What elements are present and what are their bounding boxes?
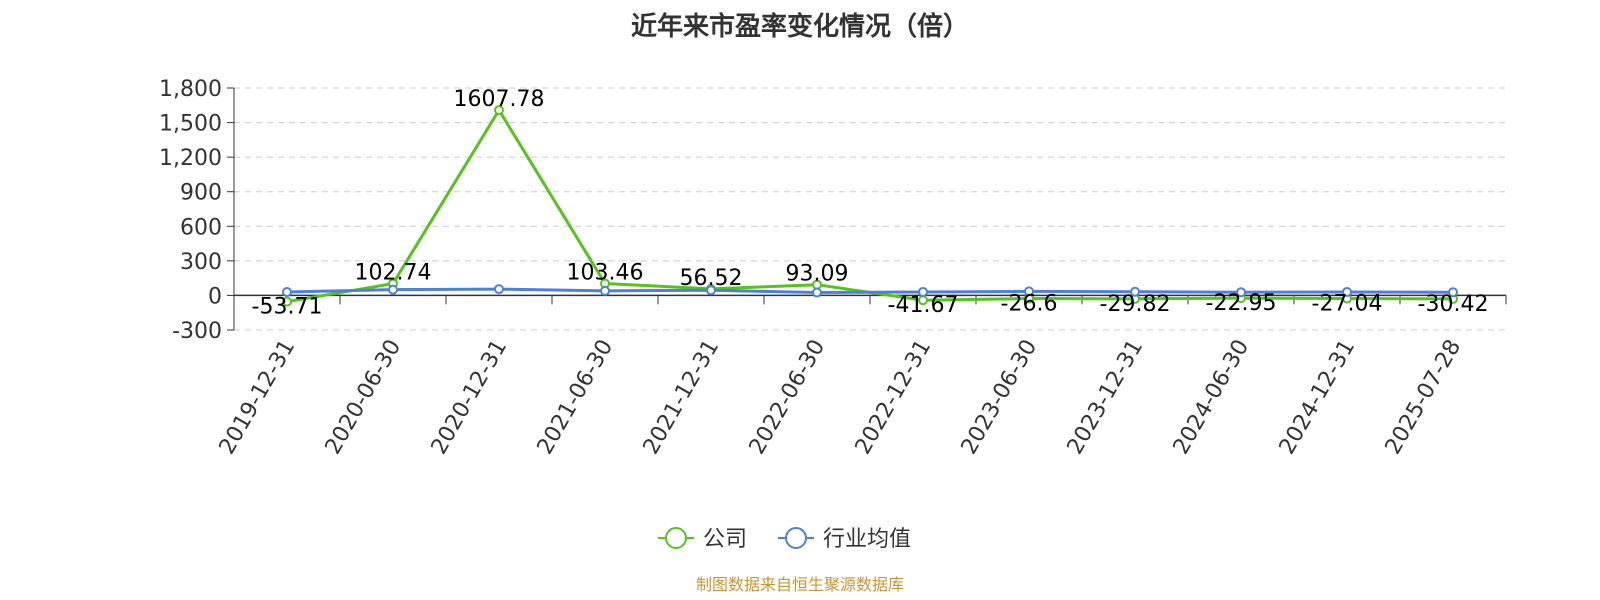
data-point[interactable] <box>494 105 504 116</box>
data-label: -30.42 <box>1418 292 1489 317</box>
data-point[interactable] <box>1130 286 1140 297</box>
series-line-1 <box>286 287 1454 295</box>
data-label: 1607.78 <box>454 87 545 112</box>
data-point[interactable] <box>1448 287 1458 298</box>
x-tick-label: 2023-12-31 <box>1063 336 1149 459</box>
data-point[interactable] <box>812 287 822 298</box>
data-point[interactable] <box>1236 287 1246 298</box>
x-tick-label: 2020-12-31 <box>427 336 513 459</box>
data-label: -27.04 <box>1312 292 1383 317</box>
data-label: -53.71 <box>252 295 323 320</box>
x-tick-label: 2024-12-31 <box>1275 336 1361 459</box>
data-label: -22.95 <box>1206 291 1277 316</box>
y-tick-label: 1,500 <box>159 112 222 137</box>
legend-marker-industry-average <box>785 527 807 549</box>
data-point[interactable] <box>282 296 292 307</box>
y-tick-label: 300 <box>180 250 222 275</box>
y-tick-label: -300 <box>172 319 222 344</box>
series-lines <box>282 105 1458 307</box>
x-tick-label: 2022-12-31 <box>851 336 937 459</box>
source-note: 制图数据来自恒生聚源数据库 <box>696 575 904 594</box>
data-point[interactable] <box>494 284 504 295</box>
data-label: -29.82 <box>1100 292 1171 317</box>
legend-marker-company <box>665 527 687 549</box>
data-labels: -53.71 102.74 1607.78 103.46 56.52 93.09 -41.6… <box>252 87 1489 319</box>
data-label: -26.6 <box>1001 291 1058 316</box>
y-tick-label: 1,800 <box>159 77 222 102</box>
legend-item-industry-average[interactable]: 行业均值 <box>778 527 911 552</box>
data-point[interactable] <box>1024 286 1034 297</box>
data-point[interactable] <box>706 285 716 296</box>
data-label: -41.67 <box>888 293 959 318</box>
x-tick-label: 2024-06-30 <box>1169 336 1255 459</box>
data-label: 103.46 <box>567 261 644 286</box>
x-tick-label: 2022-06-30 <box>745 336 831 459</box>
legend-label-industry-average: 行业均值 <box>823 527 911 552</box>
x-tick-label: 2023-06-30 <box>957 336 1043 459</box>
y-tick-label: 600 <box>180 215 222 240</box>
x-tick-label: 2021-06-30 <box>533 336 619 459</box>
y-tick-label: 1,200 <box>159 146 222 171</box>
data-point[interactable] <box>600 285 610 296</box>
x-axis-ticks: 2019-12-31 2020-06-30 2020-12-31 2021-06-30… <box>215 336 1467 459</box>
data-label: 102.74 <box>355 261 432 286</box>
legend-item-company[interactable]: 公司 <box>658 527 747 552</box>
data-label: 56.52 <box>680 266 743 291</box>
y-axis-ticks: -300 0 300 600 900 1,200 1,500 1,800 <box>159 77 234 344</box>
data-point[interactable] <box>388 284 398 295</box>
x-tick-label: 2025-07-28 <box>1381 336 1467 459</box>
data-point[interactable] <box>1342 286 1352 297</box>
x-tick-label: 2020-06-30 <box>321 336 407 459</box>
grid-lines <box>234 87 1506 331</box>
series-line-0 <box>286 108 1454 304</box>
y-tick-label: 0 <box>208 284 222 309</box>
y-tick-label: 900 <box>180 181 222 206</box>
data-point[interactable] <box>918 286 928 297</box>
x-tick-label: 2021-12-31 <box>639 336 725 459</box>
chart-title: 近年来市盈率变化情况（倍） <box>631 11 969 42</box>
legend: 公司 行业均值 <box>658 527 911 552</box>
data-label: 93.09 <box>786 262 849 287</box>
data-point[interactable] <box>282 286 292 297</box>
x-tick-label: 2019-12-31 <box>215 336 301 459</box>
axes <box>233 88 1507 330</box>
legend-label-company: 公司 <box>703 527 747 552</box>
